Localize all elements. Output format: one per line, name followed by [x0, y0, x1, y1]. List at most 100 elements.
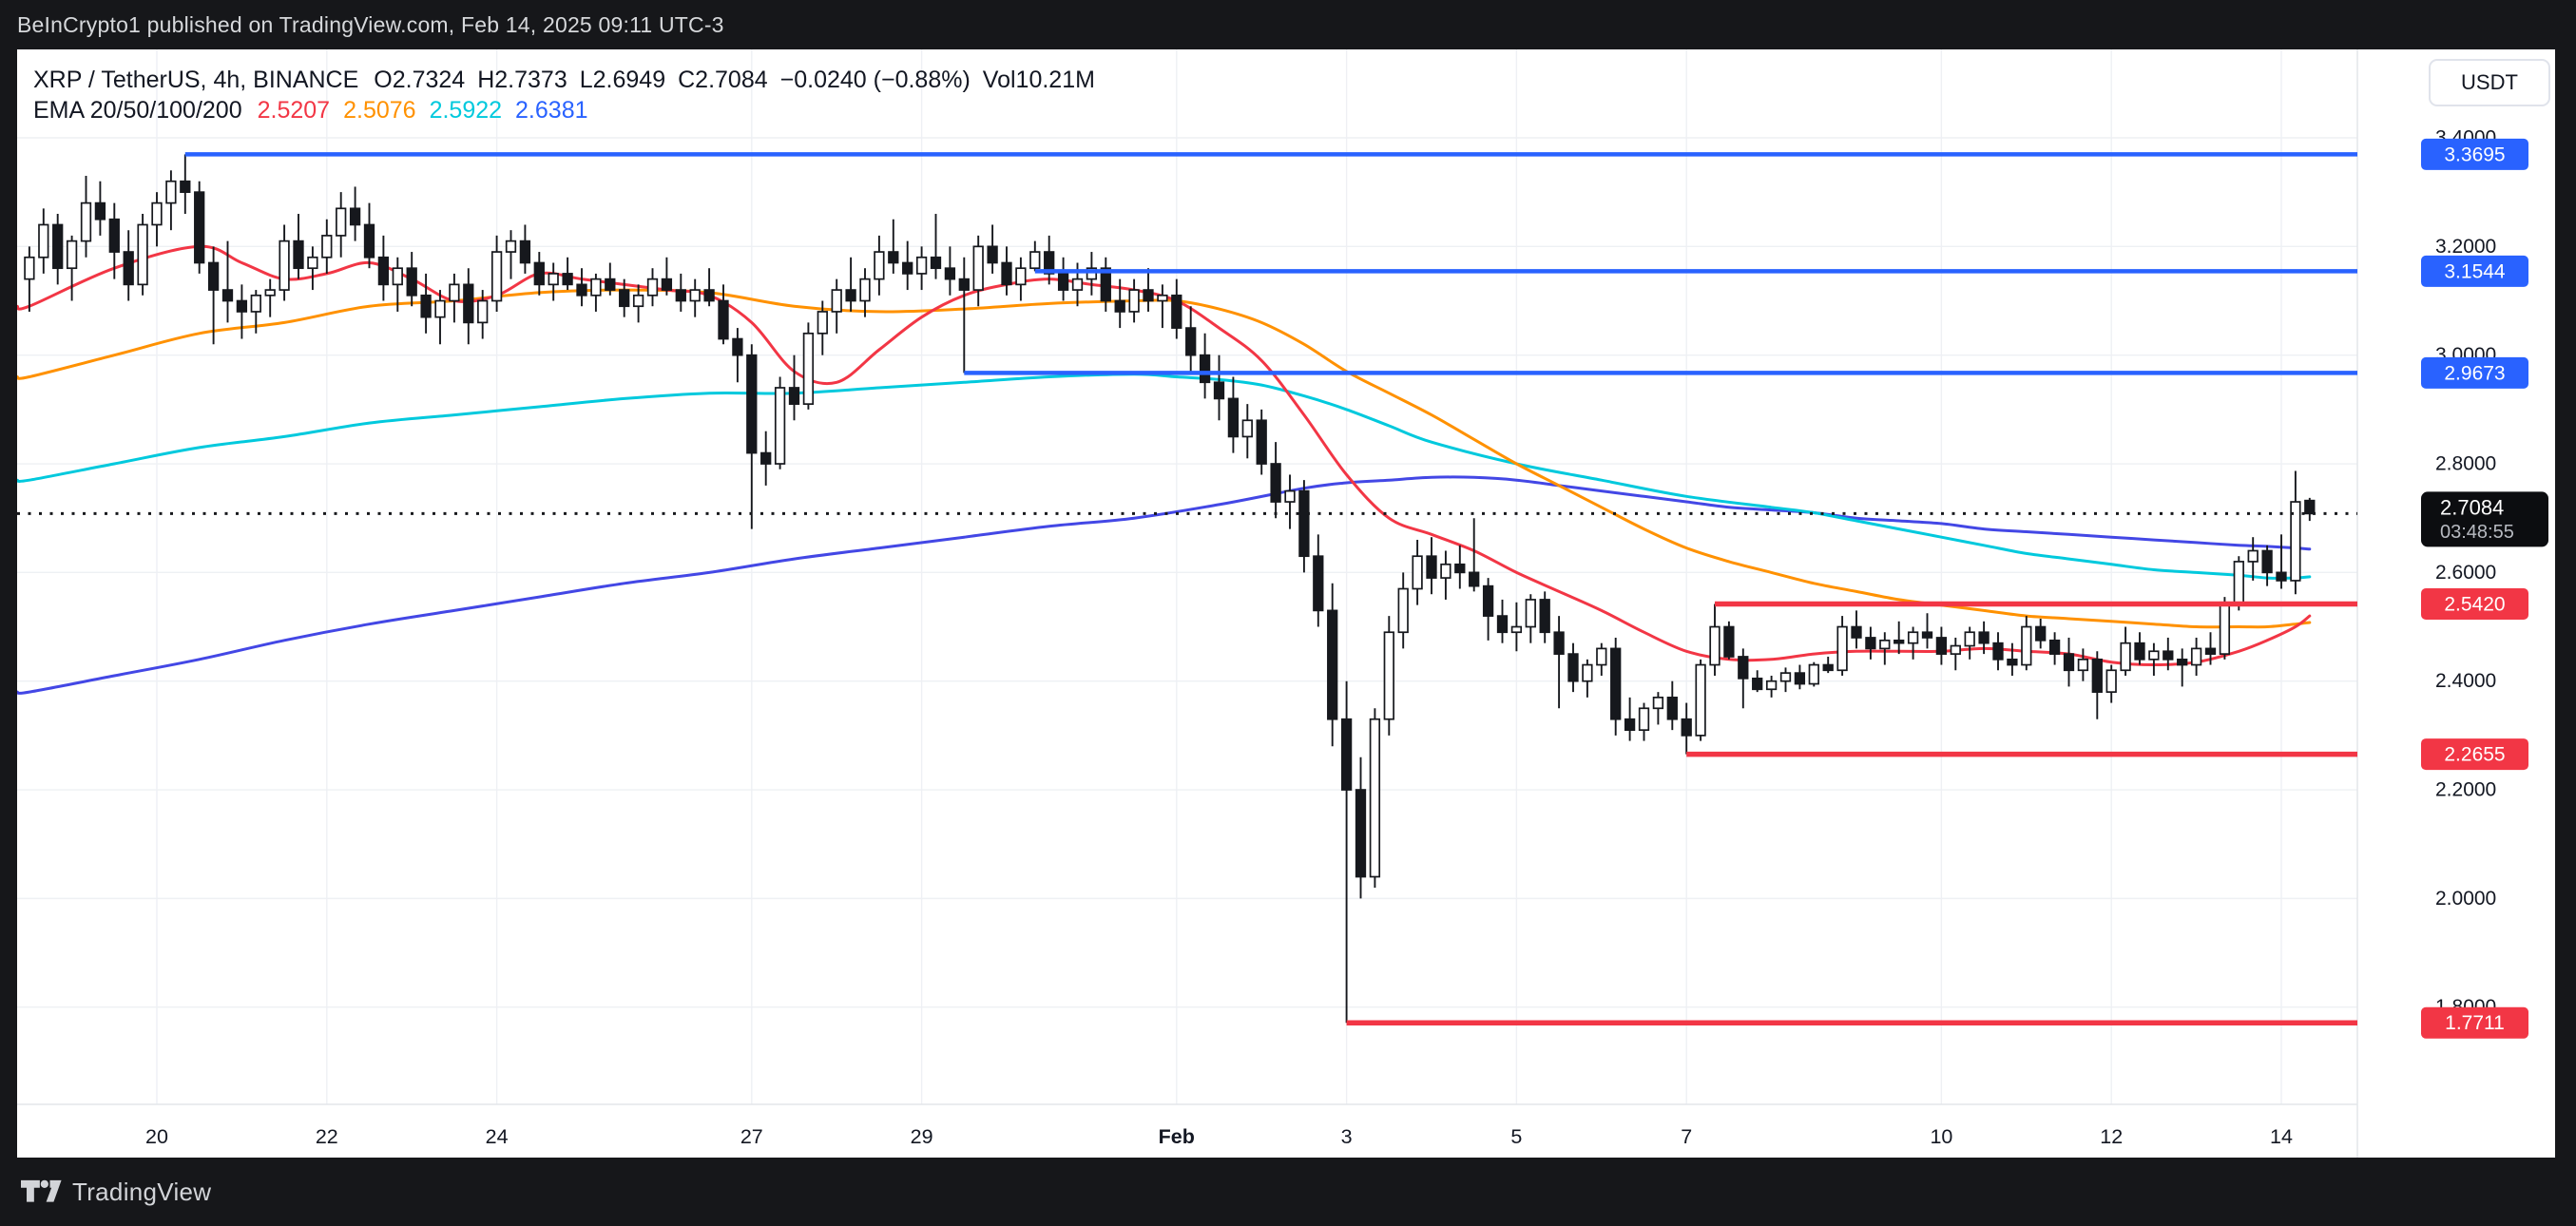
candle-body [2177, 658, 2188, 666]
candle-body [675, 289, 686, 302]
candle-body [987, 245, 998, 264]
candle-body [377, 256, 390, 286]
candle-body [434, 299, 446, 318]
candle-body [1001, 261, 1012, 286]
candle-body [718, 299, 729, 340]
candle-body [1496, 615, 1509, 634]
tradingview-logo-text[interactable]: TradingView [72, 1177, 212, 1206]
ray-price-label[interactable] [2421, 138, 2528, 170]
candle-body [2219, 601, 2231, 655]
candle-body [831, 289, 842, 313]
candle-body [236, 299, 248, 313]
candle-body [1879, 639, 1891, 650]
candle-body [1582, 663, 1593, 682]
candle-body [123, 251, 134, 286]
candle-body [1383, 631, 1394, 720]
candle-body [1865, 637, 1876, 650]
y-axis-tick: 3.2000 [2435, 236, 2496, 258]
candle-body [732, 337, 743, 356]
candle-body [336, 207, 347, 237]
candle-body [349, 207, 361, 226]
candle-body [1525, 599, 1536, 628]
candle-body [1157, 294, 1168, 302]
candle-body [1100, 267, 1111, 302]
candle-body [2077, 658, 2089, 672]
candle-body [519, 239, 531, 264]
candle-body [1071, 278, 1084, 291]
candle-body [1327, 609, 1338, 720]
x-axis-tick[interactable]: 24 [486, 1125, 509, 1148]
candle-body [1185, 327, 1197, 356]
candle-body [1128, 289, 1140, 313]
candle-body [1610, 647, 1622, 720]
x-axis-tick[interactable]: Feb [1159, 1125, 1195, 1148]
x-axis-tick[interactable]: 20 [145, 1125, 168, 1148]
last-price-label[interactable] [2421, 491, 2548, 547]
candle-body [562, 273, 573, 286]
candle-body [1171, 294, 1182, 329]
x-axis-tick[interactable]: 7 [1681, 1125, 1692, 1148]
ray-price-label[interactable] [2421, 588, 2528, 621]
candle-body [1779, 672, 1792, 682]
candle-body [1227, 397, 1240, 438]
ray-price-label-text: 2.9673 [2444, 362, 2505, 384]
currency-toggle-button[interactable]: USDT [2429, 59, 2550, 106]
candle-body [80, 201, 92, 242]
candle-body [1794, 672, 1806, 685]
candle-body [250, 294, 261, 313]
x-axis-tick[interactable]: 5 [1510, 1125, 1522, 1148]
x-axis-tick[interactable]: 3 [1341, 1125, 1353, 1148]
candle-body [774, 387, 786, 465]
candle-body [1539, 599, 1550, 634]
ray-price-label[interactable] [2421, 356, 2528, 389]
candle-body [2120, 642, 2131, 672]
ray-price-label[interactable] [2421, 1006, 2528, 1039]
candle-body [1015, 267, 1027, 286]
candle-body [888, 251, 899, 264]
candle-body [293, 239, 304, 270]
candle-body [1964, 631, 1975, 647]
x-axis-tick[interactable]: 27 [740, 1125, 763, 1148]
tradingview-logo-icon[interactable] [21, 1178, 63, 1205]
candle-body [1851, 625, 1862, 639]
x-axis-tick[interactable]: 14 [2270, 1125, 2293, 1148]
candle-body [2163, 650, 2174, 661]
price-chart-canvas[interactable]: 3.40003.20003.00002.80002.60002.40002.20… [17, 49, 2555, 1158]
candle-body [1313, 555, 1324, 612]
candle-body [2190, 647, 2202, 666]
candle-body [1666, 697, 1678, 720]
ema-line [17, 244, 2312, 666]
candle-body [1355, 789, 1367, 878]
candle-body [1894, 639, 1905, 644]
candle-body [2035, 625, 2047, 642]
candle-body [689, 289, 701, 302]
candle-body [548, 273, 559, 286]
candle-body [2105, 669, 2117, 693]
candle-body [1256, 419, 1267, 465]
ray-price-label[interactable] [2421, 255, 2528, 287]
candle-body [264, 289, 276, 297]
ray-price-label[interactable] [2421, 738, 2528, 771]
candle-body [1114, 299, 1125, 313]
attribution-bar: BeInCrypto1 published on TradingView.com… [0, 0, 2576, 49]
candle-body [1057, 273, 1069, 291]
candle-body [1469, 571, 1480, 587]
candle-body [321, 235, 333, 259]
x-axis-tick[interactable]: 29 [911, 1125, 933, 1148]
candle-body [1298, 489, 1310, 558]
x-axis-tick[interactable]: 10 [1930, 1125, 1952, 1148]
candle-body [505, 239, 517, 253]
y-axis-tick: 2.2000 [2435, 779, 2496, 801]
candle-body [1836, 625, 1848, 672]
candle-body [646, 278, 659, 297]
candle-body [802, 332, 815, 405]
x-axis-tick[interactable]: 22 [316, 1125, 338, 1148]
candle-body [605, 278, 616, 291]
candle-body [1638, 707, 1650, 732]
candle-body [151, 201, 163, 226]
candle-body [1369, 718, 1381, 878]
x-axis-tick[interactable]: 12 [2100, 1125, 2123, 1148]
ema-line [17, 475, 2312, 695]
candle-body [2304, 499, 2316, 515]
candle-body [533, 261, 545, 286]
